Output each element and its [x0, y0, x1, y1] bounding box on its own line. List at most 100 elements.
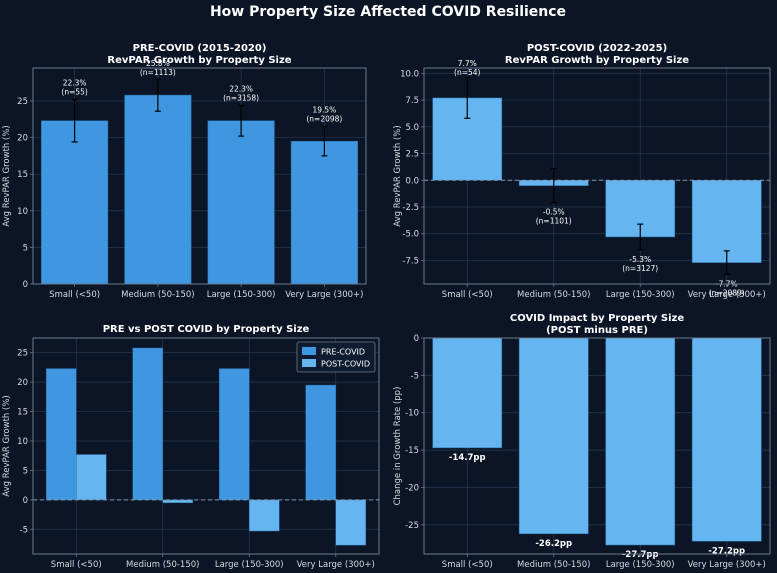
- plot-frame: [32, 67, 367, 285]
- x-tick-label: Large (150-300): [207, 290, 276, 300]
- chart-subtitle: RevPAR Growth by Property Size: [107, 55, 291, 66]
- x-tick-label: Very Large (300+): [285, 290, 363, 300]
- chart-title: POST-COVID (2022-2025): [527, 43, 667, 54]
- y-tick-label: -20: [405, 483, 419, 493]
- y-tick-label: -5: [411, 371, 419, 381]
- legend-swatch: [302, 359, 316, 367]
- y-tick-label: 7.5: [405, 96, 419, 106]
- y-tick-label: 5: [23, 466, 28, 476]
- plot-frame: [423, 67, 771, 285]
- bar-post: [249, 499, 280, 532]
- count-label: (n=1113): [140, 68, 176, 77]
- y-tick-label: -2.5: [402, 203, 419, 213]
- bar-pre: [305, 384, 336, 501]
- x-tick-label: Very Large (300+): [688, 290, 766, 300]
- bar: [605, 337, 676, 546]
- x-tick-label: Small (<50): [49, 290, 100, 300]
- plot-frame: [423, 337, 771, 555]
- y-axis-label: Change in Growth Rate (pp): [393, 387, 403, 506]
- bar: [207, 120, 275, 285]
- plot-frame: [32, 337, 380, 555]
- count-label: (n=54): [454, 68, 481, 77]
- y-tick-label: -5: [20, 525, 28, 535]
- count-label: (n=3127): [622, 264, 658, 273]
- x-tick-label: Medium (50-150): [517, 560, 590, 570]
- value-label: -0.5%: [543, 208, 565, 217]
- legend-swatch: [302, 347, 316, 355]
- x-tick-label: Medium (50-150): [121, 290, 194, 300]
- chart-subtitle: (POST minus PRE): [546, 325, 648, 336]
- chart-pre: PRE-COVID (2015-2020)RevPAR Growth by Pr…: [2, 43, 367, 300]
- y-tick-label: 2.5: [405, 150, 419, 160]
- x-tick-label: Small (<50): [51, 560, 102, 570]
- x-tick-label: Large (150-300): [606, 560, 675, 570]
- y-axis-label: Avg RevPAR Growth (%): [2, 125, 12, 226]
- value-label: 22.3%: [229, 84, 253, 93]
- bar: [691, 180, 762, 263]
- chart-impact: COVID Impact by Property Size(POST minus…: [393, 313, 771, 570]
- y-tick-label: -5.0: [402, 230, 419, 240]
- value-label: 7.7%: [458, 59, 477, 68]
- bar-post: [335, 499, 366, 546]
- x-tick-label: Large (150-300): [215, 560, 284, 570]
- y-tick-label: 25: [17, 349, 28, 359]
- y-tick-label: -15: [405, 446, 419, 456]
- y-tick-label: 15: [17, 170, 28, 180]
- x-tick-label: Small (<50): [442, 560, 493, 570]
- x-tick-label: Medium (50-150): [126, 560, 199, 570]
- legend-label: PRE-COVID: [321, 348, 365, 357]
- y-tick-label: 10: [17, 437, 28, 447]
- chart-title: PRE vs POST COVID by Property Size: [103, 324, 310, 335]
- y-tick-label: -25: [405, 521, 419, 531]
- y-tick-label: 5: [23, 243, 28, 253]
- value-label: 25.8%: [146, 59, 170, 68]
- y-axis-label: Avg RevPAR Growth (%): [393, 125, 403, 226]
- y-tick-label: 10.0: [400, 69, 419, 79]
- y-tick-label: 20: [17, 378, 28, 388]
- y-axis-label: Avg RevPAR Growth (%): [2, 395, 12, 496]
- bar: [124, 94, 192, 285]
- bar: [691, 337, 762, 542]
- y-tick-label: -7.5: [402, 256, 419, 266]
- chart-title: PRE-COVID (2015-2020): [133, 43, 267, 54]
- bar: [290, 140, 358, 285]
- y-tick-label: 20: [17, 134, 28, 144]
- bar: [432, 337, 503, 449]
- chart-compare: PRE vs POST COVID by Property Size -5 0 5 10…: [2, 324, 380, 570]
- y-tick-label: -10: [405, 409, 419, 419]
- x-tick-label: Medium (50-150): [517, 290, 590, 300]
- bar-pre: [219, 368, 250, 501]
- y-tick-label: 0.0: [405, 176, 419, 186]
- count-label: (n=2089): [709, 288, 745, 297]
- y-tick-label: 25: [17, 97, 28, 107]
- bar-post: [76, 454, 107, 501]
- value-label: -14.7pp: [449, 453, 486, 463]
- y-tick-label: 0: [414, 334, 419, 344]
- value-label: 19.5%: [312, 106, 336, 115]
- chart-panels: PRE-COVID (2015-2020)RevPAR Growth by Pr…: [2, 43, 771, 570]
- value-label: -26.2pp: [535, 539, 572, 549]
- legend-box: [296, 341, 376, 373]
- value-label: 22.3%: [63, 78, 87, 87]
- x-tick-label: Very Large (300+): [297, 560, 375, 570]
- bar-pre: [46, 368, 77, 501]
- x-tick-label: Small (<50): [442, 290, 493, 300]
- legend: PRE-COVID POST-COVID: [296, 341, 376, 373]
- y-tick-label: 0: [23, 280, 28, 290]
- chart-title: COVID Impact by Property Size: [510, 313, 684, 324]
- bar-post: [162, 499, 193, 504]
- y-tick-label: 10: [17, 207, 28, 217]
- x-tick-label: Large (150-300): [606, 290, 675, 300]
- y-tick-label: 0: [23, 496, 28, 506]
- chart-post: POST-COVID (2022-2025)RevPAR Growth by P…: [393, 43, 771, 300]
- count-label: (n=3158): [223, 93, 259, 102]
- count-label: (n=2098): [306, 115, 342, 124]
- y-tick-label: 15: [17, 408, 28, 418]
- x-tick-label: Very Large (300+): [688, 560, 766, 570]
- bar: [518, 337, 589, 535]
- bar-pre: [132, 347, 163, 501]
- bar: [41, 120, 109, 285]
- legend-label: POST-COVID: [321, 360, 370, 369]
- value-label: -27.2pp: [708, 546, 745, 556]
- count-label: (n=1101): [536, 217, 572, 226]
